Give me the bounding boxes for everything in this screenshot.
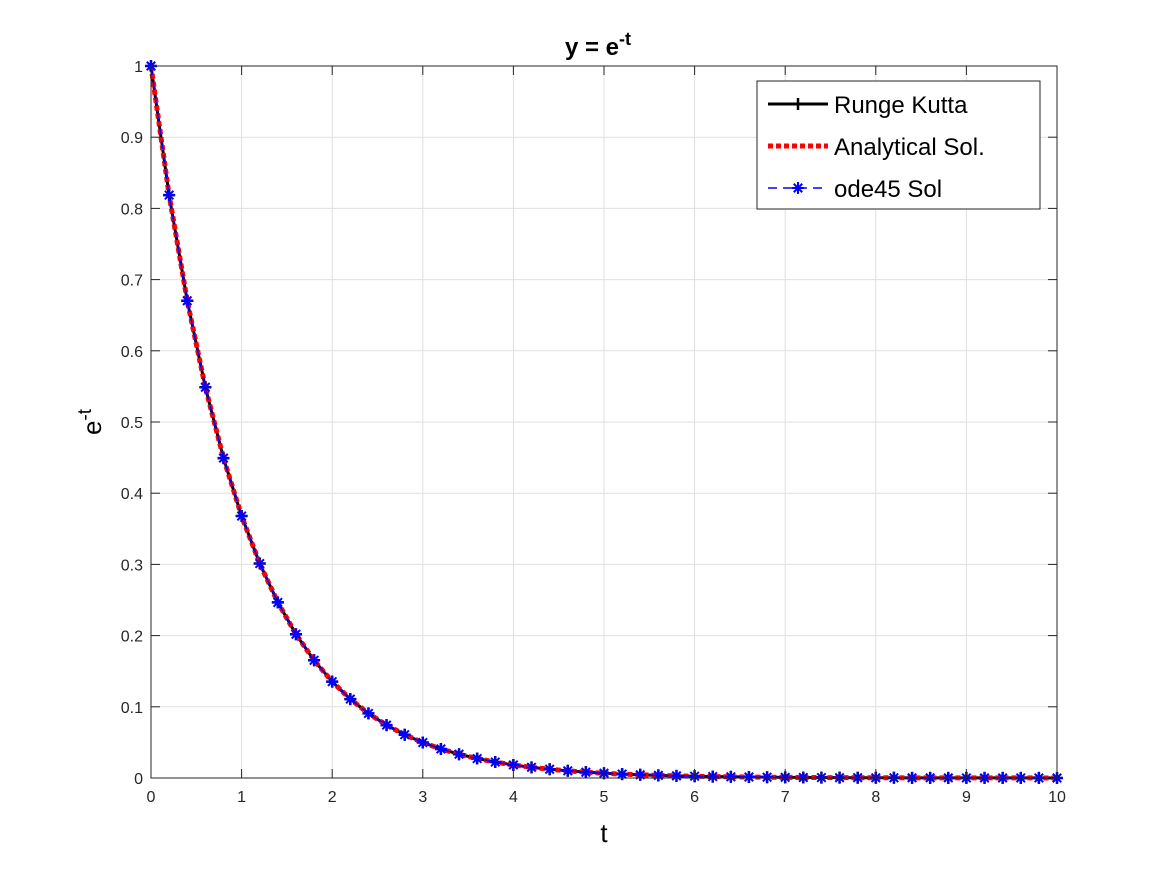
y-axis-label: e-t [75,408,107,435]
data-point [543,763,556,776]
legend-label: Runge Kutta [834,92,968,119]
x-axis-label: t [600,818,608,848]
y-tick-label: 0.9 [121,130,143,147]
data-point [217,452,230,465]
y-tick-label: 0.2 [121,629,143,646]
legend-entry: ode45 Sol [768,176,942,203]
x-tick-label: 8 [871,789,880,806]
data-point [308,654,321,667]
data-point [163,189,176,202]
data-point [253,557,266,570]
data-point [380,719,393,732]
data-point [344,693,357,706]
data-point [761,771,774,784]
legend-entry: Analytical Sol. [768,134,985,161]
data-point [398,728,411,741]
chart-title: y = e-t [565,29,631,61]
data-point [289,628,302,641]
x-tick-label: 9 [962,789,971,806]
data-point [434,742,447,755]
legend-marker [792,98,804,110]
data-point [453,748,466,761]
data-point [706,770,719,783]
data-point [579,766,592,779]
legend: Runge Kutta Analytical Sol. ode45 Sol [756,80,1041,210]
y-tick-label: 0.3 [121,557,143,574]
data-point [634,768,647,781]
data-point [416,736,429,749]
x-tick-label: 7 [781,789,790,806]
y-tick-label: 0.7 [121,273,143,290]
data-point [507,758,520,771]
y-tick-label: 1 [134,59,143,76]
x-tick-label: 4 [509,789,518,806]
data-point [742,771,755,784]
legend-label: ode45 Sol [834,176,942,203]
data-point [471,752,484,765]
data-point [362,707,375,720]
x-tick-label: 3 [418,789,427,806]
x-tick-label: 0 [147,789,156,806]
data-point [724,770,737,783]
y-tick-label: 0.1 [121,700,143,717]
y-tick-label: 0.8 [121,201,143,218]
data-point [181,294,194,307]
tick-labels: 0 1 2 3 4 5 6 7 8 9 10 0 0.1 0.2 0.3 0.4 0.5 0.6 0.7 0.8 0.9… [121,59,1066,806]
x-tick-label: 2 [328,789,337,806]
data-point [670,769,683,782]
y-tick-label: 0.6 [121,344,143,361]
data-point [235,510,248,523]
data-point [326,675,339,688]
data-point [525,761,538,774]
data-point [489,756,502,769]
legend-label: Analytical Sol. [834,134,985,161]
legend-entry: Runge Kutta [768,92,968,119]
data-point [652,769,665,782]
x-tick-label: 1 [237,789,246,806]
y-tick-label: 0 [134,771,143,788]
ticks [150,65,1058,779]
y-tick-label: 0.5 [121,415,143,432]
y-tick-label: 0.4 [121,486,143,503]
x-tick-label: 10 [1048,789,1066,806]
x-tick-label: 5 [600,789,609,806]
data-point [199,381,212,394]
data-point [616,768,629,781]
data-point [561,764,574,777]
x-tick-label: 6 [690,789,699,806]
legend-marker [792,182,804,194]
data-point [271,596,284,609]
